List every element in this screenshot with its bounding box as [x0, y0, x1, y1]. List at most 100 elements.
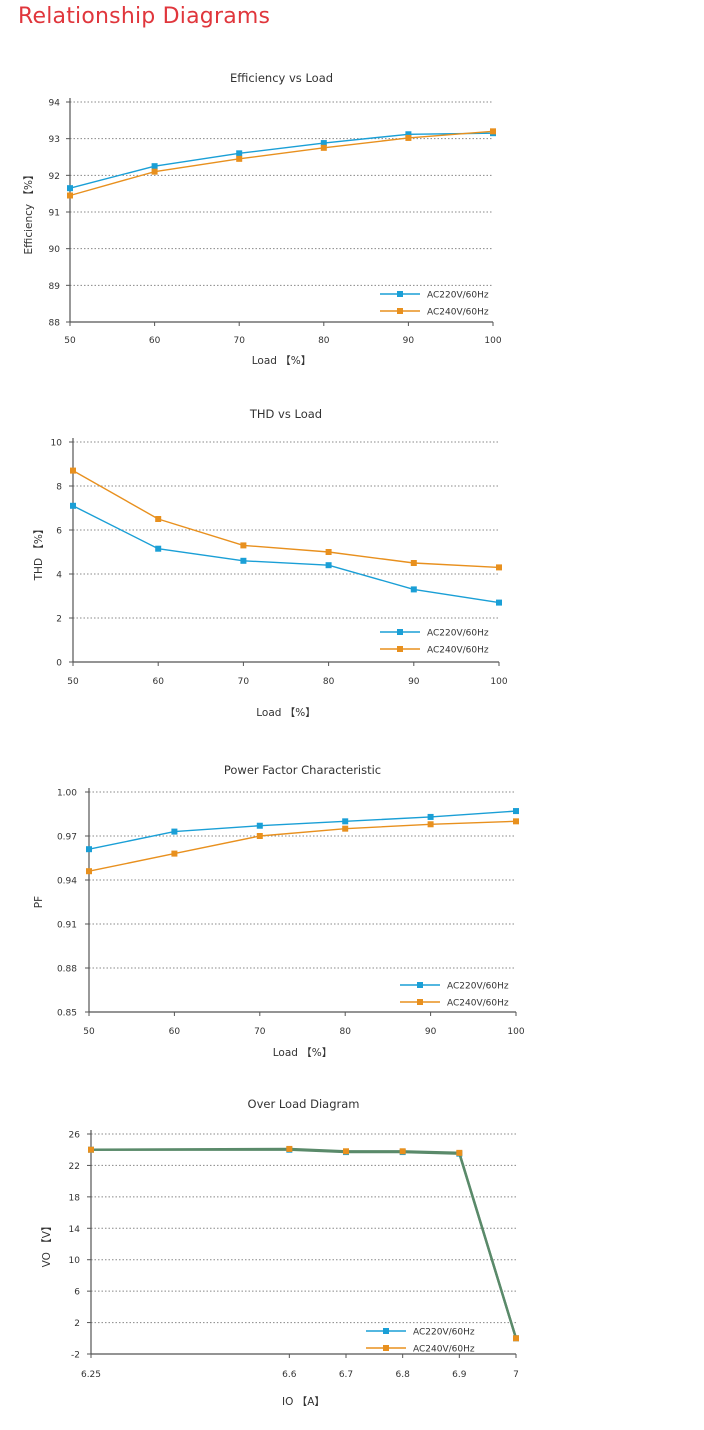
- series-line: [88, 820, 517, 872]
- data-point: [513, 818, 519, 825]
- y-tick-label: 0.88: [57, 965, 77, 975]
- x-tick-label: 100: [490, 677, 507, 687]
- data-point: [427, 813, 434, 820]
- data-point: [236, 155, 243, 162]
- data-point: [70, 467, 76, 474]
- legend-marker: [397, 291, 403, 297]
- x-tick-label: 50: [83, 1027, 95, 1037]
- x-tick-label: 70: [254, 1027, 266, 1037]
- legend-marker: [383, 1328, 389, 1334]
- data-point: [320, 144, 327, 151]
- data-point: [513, 1335, 519, 1342]
- data-point: [256, 833, 263, 839]
- data-point: [70, 502, 76, 509]
- data-point: [410, 586, 417, 593]
- data-point: [343, 1148, 349, 1155]
- y-tick-label: 90: [49, 245, 61, 255]
- chart-title: Power Factor Characteristic: [224, 763, 381, 777]
- y-tick-label: 94: [49, 99, 61, 109]
- data-point: [88, 1146, 94, 1153]
- data-point: [490, 128, 496, 135]
- legend-label: AC240V/60Hz: [427, 646, 489, 656]
- y-axis-label: VO 【V】: [41, 1221, 53, 1268]
- x-tick-label: 100: [484, 336, 501, 346]
- x-tick-label: 100: [507, 1027, 524, 1037]
- y-axis-label: Efficiency 【%】: [23, 170, 35, 255]
- x-tick-label: 7: [513, 1370, 519, 1380]
- x-axis-label: IO 【A】: [282, 1396, 325, 1408]
- data-point: [342, 818, 349, 825]
- y-tick-label: 22: [69, 1162, 80, 1172]
- y-tick-label: 10: [51, 439, 63, 449]
- legend-label: AC220V/60Hz: [427, 291, 489, 301]
- y-tick-label: 88: [49, 319, 61, 329]
- legend-label: AC220V/60Hz: [447, 982, 509, 992]
- y-tick-label: 6: [74, 1288, 80, 1298]
- series-line: [72, 505, 500, 604]
- series-line: [88, 810, 517, 850]
- legend-marker: [397, 629, 403, 635]
- x-tick-label: 80: [339, 1027, 351, 1037]
- data-point: [427, 821, 434, 828]
- data-point: [155, 516, 162, 522]
- y-tick-label: 0.91: [57, 921, 77, 931]
- data-point: [325, 549, 332, 555]
- x-tick-label: 80: [323, 677, 335, 687]
- y-tick-label: 10: [69, 1256, 81, 1266]
- chart-title: Efficiency vs Load: [230, 71, 333, 85]
- page-title: Relationship Diagrams: [18, 4, 271, 29]
- legend-marker: [397, 646, 403, 652]
- series-line: [69, 132, 494, 189]
- data-point: [410, 560, 417, 566]
- x-tick-label: 90: [425, 1027, 437, 1037]
- data-point: [171, 828, 178, 835]
- legend-label: AC240V/60Hz: [447, 999, 509, 1009]
- data-point: [151, 163, 158, 170]
- data-point: [325, 562, 332, 569]
- series-line: [91, 1148, 518, 1339]
- y-tick-label: 8: [56, 483, 62, 493]
- x-tick-label: 60: [152, 677, 164, 687]
- x-tick-label: 70: [238, 677, 250, 687]
- x-tick-label: 70: [233, 336, 245, 346]
- data-point: [320, 140, 327, 147]
- x-axis-label: Load 【%】: [273, 1047, 333, 1059]
- x-axis-label: Load 【%】: [256, 707, 316, 719]
- y-tick-label: 92: [49, 172, 60, 182]
- x-tick-label: 6.25: [81, 1370, 101, 1380]
- y-axis-label: THD 【%】: [33, 524, 45, 582]
- legend-marker: [417, 999, 423, 1005]
- data-point: [405, 131, 412, 138]
- legend-label: AC240V/60Hz: [413, 1345, 475, 1355]
- y-tick-label: 1.00: [57, 789, 77, 799]
- data-point: [342, 825, 349, 832]
- y-tick-label: 91: [49, 209, 60, 219]
- data-point: [67, 185, 73, 192]
- data-point: [236, 150, 243, 157]
- x-tick-label: 50: [64, 336, 76, 346]
- data-point: [171, 850, 178, 857]
- x-axis-label: Load 【%】: [252, 355, 312, 367]
- legend-marker: [397, 308, 403, 314]
- y-tick-label: 26: [69, 1131, 81, 1141]
- legend-label: AC220V/60Hz: [427, 629, 489, 639]
- data-point: [240, 542, 247, 549]
- data-point: [405, 134, 412, 141]
- y-tick-label: 0.97: [57, 833, 77, 843]
- y-tick-label: 2: [74, 1319, 80, 1329]
- x-tick-label: 90: [403, 336, 415, 346]
- legend-label: AC240V/60Hz: [427, 308, 489, 318]
- chart-title: Over Load Diagram: [248, 1097, 360, 1111]
- x-tick-label: 50: [67, 677, 79, 687]
- legend-label: AC220V/60Hz: [413, 1328, 475, 1338]
- data-point: [151, 168, 158, 175]
- y-tick-label: 93: [49, 135, 60, 145]
- data-point: [399, 1148, 406, 1155]
- y-tick-label: -2: [71, 1351, 80, 1361]
- data-point: [256, 822, 263, 829]
- legend-marker: [417, 982, 423, 988]
- data-point: [456, 1149, 463, 1156]
- y-tick-label: 0: [56, 659, 62, 669]
- data-point: [513, 808, 519, 815]
